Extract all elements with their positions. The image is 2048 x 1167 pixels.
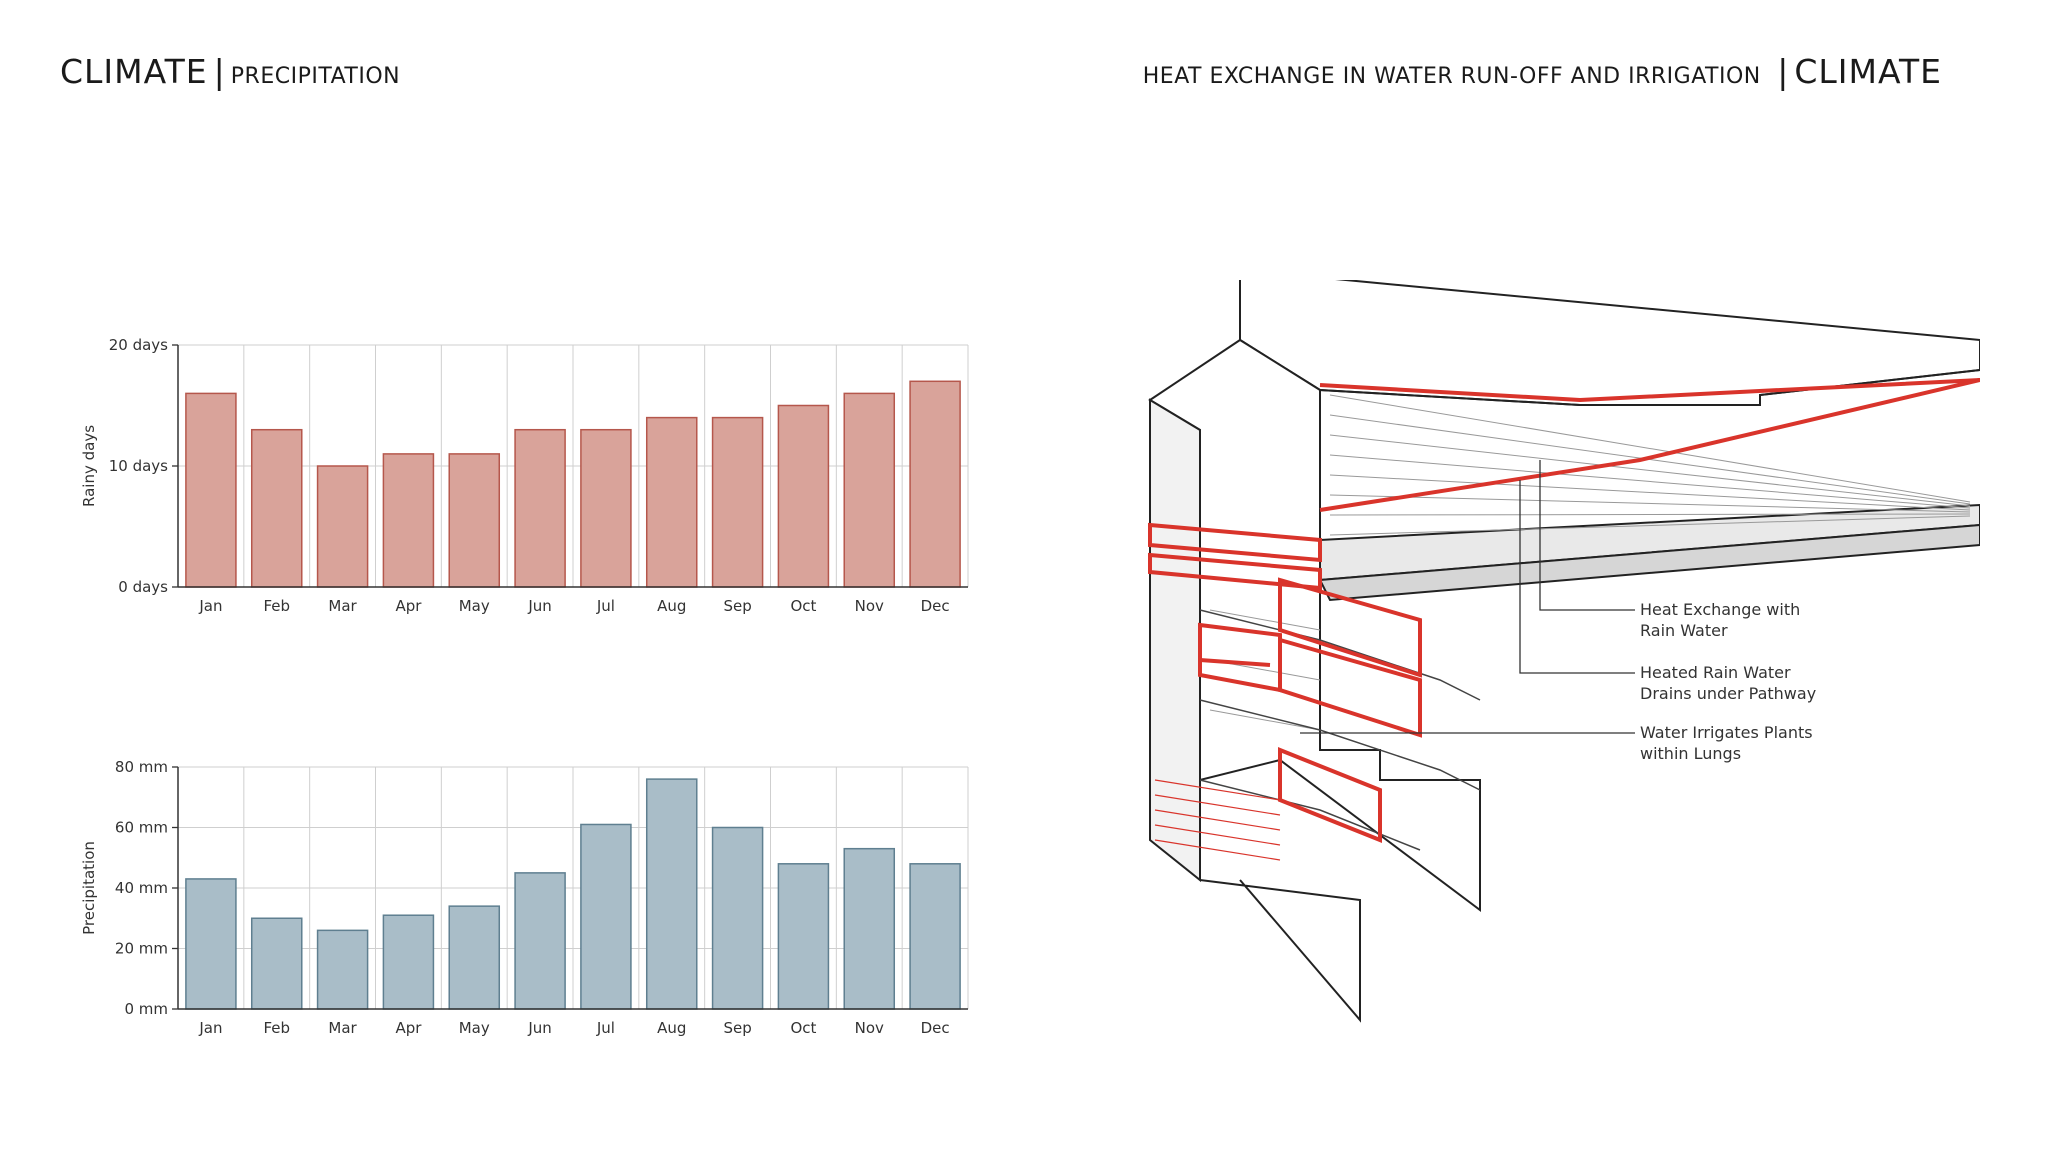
rainy-days-bar-apr xyxy=(382,453,435,588)
precipitation-bar-may xyxy=(448,905,501,1010)
lower-wing xyxy=(1199,879,1361,1023)
ceiling-hatching xyxy=(1209,394,1971,731)
rainy-days-bar-jun xyxy=(514,428,566,588)
callout-3-line2: within Lungs xyxy=(1640,744,1741,763)
precipitation-xtick-label: Jul xyxy=(596,1019,615,1037)
heat-exchange-diagram: Heat Exchange with Rain Water Heated Rai… xyxy=(1148,280,1980,1023)
precipitation-ytick-label: 0 mm xyxy=(124,1000,168,1018)
precipitation-xtick-label: Apr xyxy=(395,1019,422,1037)
rainy-days-bar-sep xyxy=(711,416,764,588)
rainy-days-xtick-label: Nov xyxy=(855,597,884,615)
header-left-title: CLIMATE xyxy=(60,52,208,91)
rainy-days-bar-jan xyxy=(185,392,237,588)
building-section-drawing xyxy=(1148,280,1980,1023)
rainy-days-bar-oct xyxy=(777,404,830,588)
floor-levels xyxy=(1199,609,1481,851)
thin-red-details xyxy=(1154,779,1281,861)
callout-labels: Heat Exchange with Rain Water Heated Rai… xyxy=(1640,600,1816,763)
precipitation-xtick-label: Jun xyxy=(527,1019,551,1037)
precipitation-bar-apr xyxy=(382,914,435,1010)
rainy-days-bar-dec xyxy=(909,380,961,588)
precipitation-bar-nov xyxy=(843,847,896,1010)
rainy-days-xtick-label: Mar xyxy=(328,597,357,615)
rainy-days-xtick-label: Feb xyxy=(263,597,290,615)
rainy-days-chart: 0 days 10 days 20 days Jan Feb Mar Apr May Jun Ju… xyxy=(80,336,969,615)
precipitation-bar-jun xyxy=(514,872,566,1010)
rainy-days-xtick-label: Aug xyxy=(657,597,686,615)
precipitation-chart: 0 mm 20 mm 40 mm 60 mm 80 mm Jan Feb Mar Apr May J… xyxy=(80,758,969,1037)
header-right-separator: | xyxy=(1766,52,1789,91)
precipitation-ytick-label: 80 mm xyxy=(115,758,168,776)
side-wall xyxy=(1149,398,1201,883)
precipitation-bar-dec xyxy=(909,863,961,1010)
rainy-days-xtick-label: Apr xyxy=(395,597,422,615)
rainy-days-bar-aug xyxy=(645,416,698,588)
precipitation-xtick-label: Aug xyxy=(657,1019,686,1037)
precipitation-xtick-label: Jan xyxy=(198,1019,222,1037)
precipitation-xtick-label: May xyxy=(459,1019,490,1037)
precipitation-bar-mar xyxy=(316,929,369,1010)
precipitation-bar-sep xyxy=(711,826,764,1010)
header-right-subtitle: HEAT EXCHANGE IN WATER RUN-OFF AND IRRIG… xyxy=(1142,64,1761,89)
header-left-subtitle: PRECIPITATION xyxy=(230,64,401,89)
callout-1-line2: Rain Water xyxy=(1640,621,1728,640)
callout-3-line1: Water Irrigates Plants xyxy=(1640,723,1813,742)
header-right: HEAT EXCHANGE IN WATER RUN-OFF AND IRRIG… xyxy=(1143,52,1942,91)
heat-exchange-lines xyxy=(1148,378,1980,843)
precipitation-bar-aug xyxy=(645,778,698,1010)
rainy-days-bar-may xyxy=(448,453,501,588)
callout-2-line2: Drains under Pathway xyxy=(1640,684,1816,703)
precipitation-ytick-label: 20 mm xyxy=(115,940,168,958)
rainy-days-bar-nov xyxy=(843,392,896,588)
precipitation-xtick-label: Nov xyxy=(855,1019,884,1037)
header-left-separator: | xyxy=(213,52,225,91)
callout-2-line1: Heated Rain Water xyxy=(1640,663,1791,682)
precipitation-xtick-label: Oct xyxy=(790,1019,816,1037)
rainy-days-bar-mar xyxy=(316,465,369,588)
rainy-days-xtick-label: May xyxy=(459,597,490,615)
precipitation-xtick-label: Feb xyxy=(263,1019,290,1037)
precipitation-bar-feb xyxy=(250,917,303,1010)
cantilever-deck xyxy=(1319,503,1980,582)
rainy-days-xtick-label: Jul xyxy=(596,597,615,615)
callout-leaders xyxy=(1300,460,1635,734)
precipitation-ytick-label: 60 mm xyxy=(115,819,168,837)
header-right-title: CLIMATE xyxy=(1794,52,1942,91)
precipitation-ylabel: Precipitation xyxy=(80,841,98,935)
precipitation-xtick-label: Mar xyxy=(328,1019,357,1037)
precipitation-ytick-label: 40 mm xyxy=(115,879,168,897)
rainy-days-xtick-label: Dec xyxy=(921,597,950,615)
precipitation-bar-jul xyxy=(580,823,632,1010)
precipitation-xtick-label: Sep xyxy=(723,1019,751,1037)
rainy-days-ylabel: Rainy days xyxy=(80,425,98,507)
rainy-days-ytick-label: 20 days xyxy=(109,336,168,354)
rainy-days-ytick-label: 10 days xyxy=(109,457,168,475)
rainy-days-xtick-label: Jan xyxy=(198,597,222,615)
rainy-days-bar-jul xyxy=(580,428,632,588)
precipitation-bar-jan xyxy=(185,878,237,1010)
rainy-days-bar-feb xyxy=(250,428,303,588)
header-left: CLIMATE | PRECIPITATION xyxy=(60,52,400,91)
rainy-days-ytick-label: 0 days xyxy=(118,578,168,596)
precipitation-bar-oct xyxy=(777,863,830,1010)
callout-1-line1: Heat Exchange with xyxy=(1640,600,1800,619)
rainy-days-xtick-label: Oct xyxy=(790,597,816,615)
precipitation-xtick-label: Dec xyxy=(921,1019,950,1037)
rainy-days-xtick-label: Jun xyxy=(527,597,551,615)
rainy-days-xtick-label: Sep xyxy=(723,597,751,615)
